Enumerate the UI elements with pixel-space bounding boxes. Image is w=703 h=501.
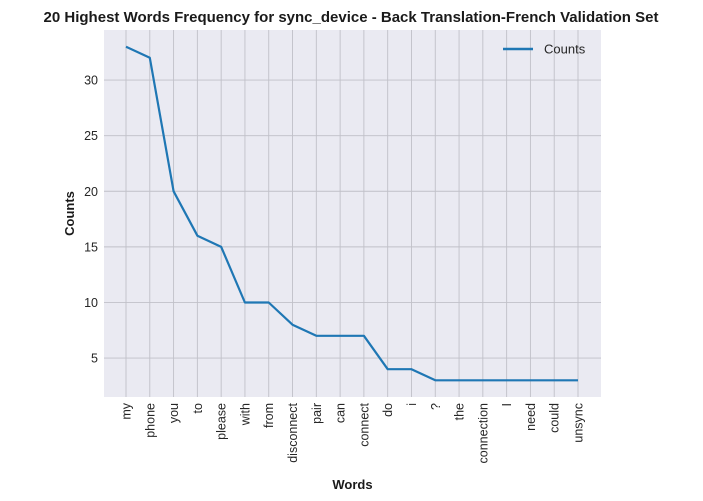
plot-area [104,30,601,397]
x-tick-label: could [548,403,562,433]
x-tick-label: pair [310,403,324,424]
legend: Counts [503,42,586,57]
x-tick-label: can [334,403,348,423]
y-tick-label: 25 [84,129,98,143]
y-tick-label: 5 [91,352,98,366]
grid-lines [104,30,601,397]
y-tick-label: 10 [84,296,98,310]
y-tick-label: 15 [84,240,98,254]
y-tick-labels: 5 10 15 20 25 30 [84,74,98,366]
x-tick-label: to [191,403,205,413]
x-tick-label: from [262,403,276,428]
series-line-counts [125,45,578,382]
x-tick-label: my [120,402,134,419]
x-tick-label: the [453,403,467,420]
x-tick-label: ? [429,403,443,410]
y-axis-label: Counts [62,191,77,236]
x-tick-labels: my phone you to please with from disconnect pair… [120,402,586,463]
x-tick-label: disconnect [286,402,300,462]
x-tick-label: need [524,403,538,431]
x-tick-label: connection [476,403,490,464]
x-tick-label: you [167,403,181,423]
x-tick-label: please [215,403,229,440]
x-tick-label: phone [143,403,157,438]
x-tick-label: i [405,403,419,406]
x-tick-label: with [238,403,252,426]
chart-title: 20 Highest Words Frequency for sync_devi… [44,9,659,26]
y-tick-label: 30 [84,74,98,88]
y-tick-label: 20 [84,185,98,199]
x-tick-label: connect [357,402,371,446]
x-tick-label: I [500,403,514,406]
x-axis-label: Words [332,477,372,492]
x-tick-label: unsync [572,403,586,443]
x-tick-label: do [381,403,395,417]
legend-label-counts: Counts [544,42,586,57]
